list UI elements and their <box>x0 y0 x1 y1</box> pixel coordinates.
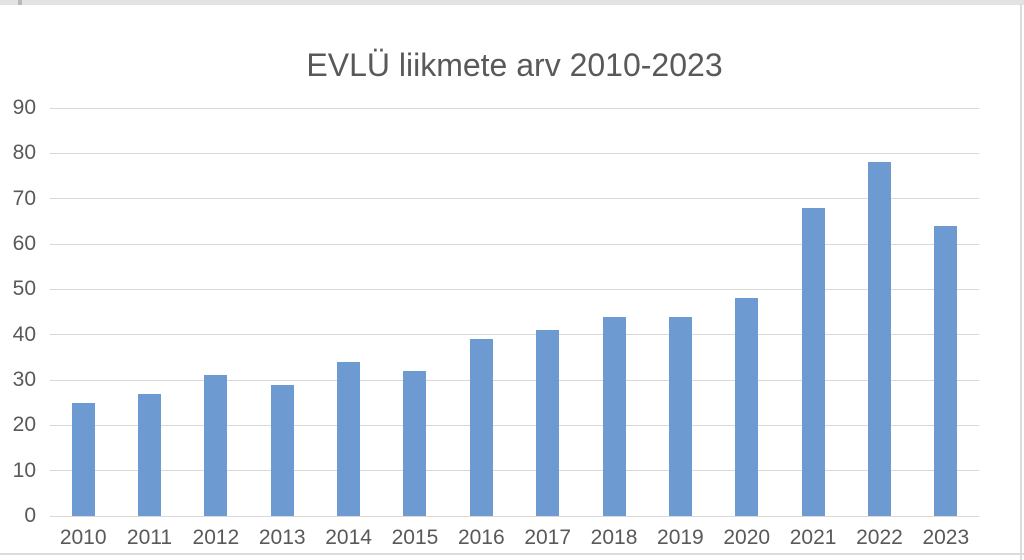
x-axis-tick-label: 2018 <box>590 526 638 549</box>
frame-right-border <box>1020 4 1022 560</box>
frame-bottom-border <box>0 553 1024 555</box>
gridline-y-60 <box>50 243 979 245</box>
x-axis-tick-label: 2010 <box>59 526 107 549</box>
y-axis-tick-label: 90 <box>12 96 36 119</box>
x-axis-tick-label: 2014 <box>325 526 372 549</box>
bar-2018 <box>602 317 626 516</box>
x-axis-tick-label: 2016 <box>457 526 505 549</box>
bar-2013 <box>270 385 294 516</box>
x-axis-tick-label: 2020 <box>723 526 771 549</box>
x-axis-tick-label: 2023 <box>922 526 970 549</box>
bar-2011 <box>138 394 162 516</box>
y-axis-tick-label: 80 <box>12 141 36 165</box>
gridline-y-0 <box>50 515 979 517</box>
gridline-y-40 <box>50 334 979 336</box>
frame-top-band <box>0 0 1024 5</box>
x-axis-tick-label: 2019 <box>657 526 704 549</box>
bar-2017 <box>536 330 560 516</box>
bar-2012 <box>204 375 228 516</box>
gridline-y-80 <box>50 152 979 154</box>
x-axis-tick-label: 2012 <box>192 526 240 549</box>
gridline-y-20 <box>50 424 979 426</box>
bar-2016 <box>469 339 493 516</box>
y-axis-tick-label: 60 <box>12 232 36 255</box>
bar-2014 <box>337 362 361 516</box>
bar-2022 <box>867 162 891 516</box>
gridline-y-90 <box>50 107 979 109</box>
bar-2020 <box>735 298 759 516</box>
gridline-y-10 <box>50 470 979 472</box>
x-axis-tick-label: 2011 <box>126 526 173 549</box>
gridline-y-50 <box>50 288 979 290</box>
x-axis-tick-label: 2017 <box>524 526 572 549</box>
y-axis-tick-label: 10 <box>12 458 36 482</box>
x-axis-tick-label: 2013 <box>258 526 306 549</box>
y-axis-tick-label: 20 <box>12 413 36 437</box>
bar-2021 <box>801 208 825 516</box>
y-axis-tick-label: 70 <box>12 186 36 210</box>
x-axis-tick-label: 2022 <box>856 526 903 549</box>
frame-top-band-nub <box>18 0 22 5</box>
bar-2015 <box>403 371 427 516</box>
y-axis-tick-label: 40 <box>12 322 36 346</box>
y-axis-tick-label: 0 <box>24 504 36 527</box>
chart-title: EVLÜ liikmete arv 2010-2023 <box>306 47 723 84</box>
y-axis-tick-label: 50 <box>12 277 36 301</box>
x-axis-tick-label: 2015 <box>391 526 439 549</box>
gridline-y-70 <box>50 198 979 200</box>
gridline-y-30 <box>50 379 979 381</box>
y-axis-tick-label: 30 <box>12 368 36 391</box>
bar-2019 <box>668 317 692 516</box>
bar-2010 <box>71 403 95 516</box>
x-axis-tick-label: 2021 <box>789 526 837 549</box>
bar-2023 <box>934 226 958 516</box>
